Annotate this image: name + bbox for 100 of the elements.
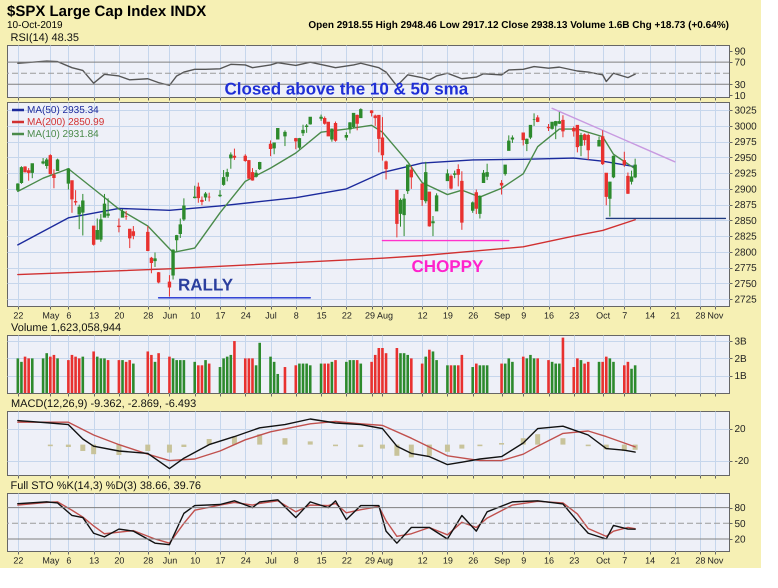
bar: [146, 351, 150, 393]
bar: [554, 364, 558, 393]
candlestick: [92, 226, 96, 246]
bar: [96, 356, 99, 393]
bar: [529, 354, 532, 393]
x-tick-label: Oct: [596, 310, 611, 320]
y-tick-label: 2750: [734, 278, 758, 290]
x-tick-label: 13: [89, 310, 100, 320]
y-tick-label: 30: [734, 80, 746, 91]
bar: [352, 360, 355, 393]
candlestick: [507, 134, 510, 151]
y-tick-label: 3025: [734, 106, 758, 117]
bar: [406, 354, 410, 393]
bar: [532, 358, 536, 393]
candlestick: [576, 124, 580, 153]
candlestick: [612, 155, 616, 179]
bar: [78, 358, 80, 393]
bar: [507, 358, 510, 393]
x-tick-label: 24: [240, 556, 251, 566]
bar: [193, 362, 196, 393]
x-tick-label: 7: [622, 310, 628, 320]
x-tick-label: Nov: [707, 310, 724, 320]
candlestick: [226, 168, 229, 182]
text: $SPX Large Cap Index INDX: [7, 3, 206, 20]
bar: [612, 362, 615, 393]
candlestick: [150, 256, 154, 274]
bar: [106, 360, 110, 393]
candlestick: [232, 148, 236, 160]
y-tick-label: 2950: [734, 152, 758, 164]
x-tick-label: Nov: [707, 556, 724, 566]
x-tick-label: 22: [13, 310, 24, 320]
bar: [444, 444, 450, 452]
bar: [526, 358, 528, 393]
bar: [178, 360, 182, 393]
x-tick-label: 26: [468, 556, 478, 566]
candlestick: [66, 168, 70, 190]
bar: [282, 438, 288, 445]
x-tick-label: 22: [342, 556, 352, 566]
x-tick-label: 9: [521, 556, 526, 566]
x-tick-label: 9: [521, 310, 526, 320]
legend-label: MA(50) 2935.34: [27, 105, 100, 116]
y-tick-label: 1B: [734, 371, 748, 382]
candlestick: [478, 194, 482, 219]
y-tick-label: 20: [734, 534, 746, 546]
candlestick: [622, 151, 626, 168]
x-tick-label: Oct: [596, 556, 611, 566]
bar: [522, 356, 525, 393]
bar: [157, 353, 160, 393]
y-tick-label: 2925: [734, 168, 758, 180]
legend-label: MA(200) 2850.99: [27, 117, 105, 128]
candlestick: [608, 181, 612, 218]
bar: [308, 365, 312, 393]
x-tick-label: 21: [670, 310, 680, 320]
candlestick: [146, 226, 150, 252]
bar: [535, 434, 540, 445]
x-tick-label: 29: [365, 310, 376, 320]
bar: [70, 354, 74, 393]
candlestick: [117, 218, 121, 233]
candlestick: [380, 116, 384, 162]
bar: [302, 364, 304, 393]
candlestick: [420, 182, 424, 206]
x-tick-label: 14: [645, 556, 656, 566]
bar: [348, 360, 352, 393]
y-tick-label: -20: [734, 456, 750, 468]
bar: [132, 364, 135, 393]
candlestick: [128, 228, 132, 249]
bar: [536, 358, 539, 393]
x-tick-label: 28: [143, 310, 154, 320]
bar: [478, 365, 482, 393]
candlestick: [474, 189, 478, 215]
x-tick-label: 24: [240, 310, 251, 320]
bar: [182, 360, 186, 393]
annotation: Closed above the 10 & 50 sma: [224, 80, 469, 99]
bar: [323, 364, 326, 393]
x-tick-label: 22: [342, 310, 352, 320]
candlestick: [26, 168, 30, 182]
bar: [269, 356, 272, 393]
x-tick-label: Sep: [494, 556, 510, 566]
x-tick-label: 22: [13, 556, 24, 566]
x-tick-label: May: [42, 556, 60, 566]
x-tick-label: 23: [569, 310, 580, 320]
bar: [74, 356, 77, 393]
candlestick: [470, 200, 474, 214]
bar: [80, 444, 86, 451]
bar: [145, 444, 150, 451]
bar: [326, 364, 330, 393]
line-series: [17, 219, 636, 276]
candlestick: [434, 192, 438, 212]
y-tick-label: 80: [734, 503, 746, 514]
annotation: RALLY: [178, 276, 234, 295]
candlestick: [402, 193, 406, 237]
bar: [118, 360, 120, 393]
y-tick-label: 2775: [734, 263, 758, 274]
candlestick: [156, 272, 160, 284]
x-tick-label: 10: [190, 310, 200, 320]
chart-title: RSI(14) 48.35: [10, 32, 79, 44]
candlestick: [106, 198, 110, 218]
candlestick: [334, 121, 338, 142]
chart-title: Volume 1,623,058,944: [11, 322, 122, 334]
x-tick-label: 13: [89, 556, 100, 566]
